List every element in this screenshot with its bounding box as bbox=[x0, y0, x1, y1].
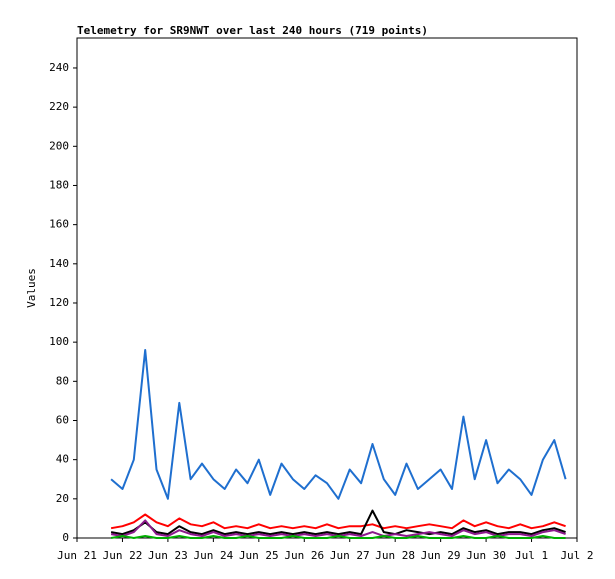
y-tick-label: 240 bbox=[49, 61, 69, 74]
x-tick-label: Jun 28 bbox=[375, 549, 415, 562]
x-tick-label: Jun 22 bbox=[103, 549, 143, 562]
x-tick-label: Jun 24 bbox=[193, 549, 233, 562]
series-line bbox=[110, 513, 566, 530]
y-tick-label: 100 bbox=[49, 335, 69, 348]
y-tick-label: 160 bbox=[49, 218, 69, 231]
series-line bbox=[110, 509, 566, 536]
x-tick-label: Jun 27 bbox=[330, 549, 370, 562]
y-axis-label: Values bbox=[25, 268, 38, 308]
chart-title: Telemetry for SR9NWT over last 240 hours… bbox=[77, 24, 428, 37]
x-tick-label: Jun 29 bbox=[421, 549, 461, 562]
x-tick-label: Jun 21 bbox=[57, 549, 97, 562]
x-tick-label: Jul 2 bbox=[560, 549, 593, 562]
y-tick-label: 40 bbox=[56, 453, 69, 466]
x-tick-label: Jun 23 bbox=[148, 549, 188, 562]
x-tick-label: Jun 26 bbox=[284, 549, 324, 562]
y-tick-label: 0 bbox=[62, 531, 69, 544]
series-line bbox=[110, 349, 567, 500]
y-tick-label: 200 bbox=[49, 139, 69, 152]
y-tick-label: 80 bbox=[56, 374, 69, 387]
y-tick-label: 60 bbox=[56, 413, 69, 426]
plot-frame bbox=[76, 37, 578, 539]
y-tick-label: 220 bbox=[49, 100, 69, 113]
y-tick-label: 20 bbox=[56, 492, 69, 505]
x-tick-label: Jul 1 bbox=[515, 549, 548, 562]
x-tick-label: Jun 30 bbox=[466, 549, 506, 562]
y-tick-label: 180 bbox=[49, 178, 69, 191]
y-tick-label: 120 bbox=[49, 296, 69, 309]
y-tick-label: 140 bbox=[49, 257, 69, 270]
x-tick-label: Jun 25 bbox=[239, 549, 279, 562]
series-line bbox=[110, 535, 566, 539]
